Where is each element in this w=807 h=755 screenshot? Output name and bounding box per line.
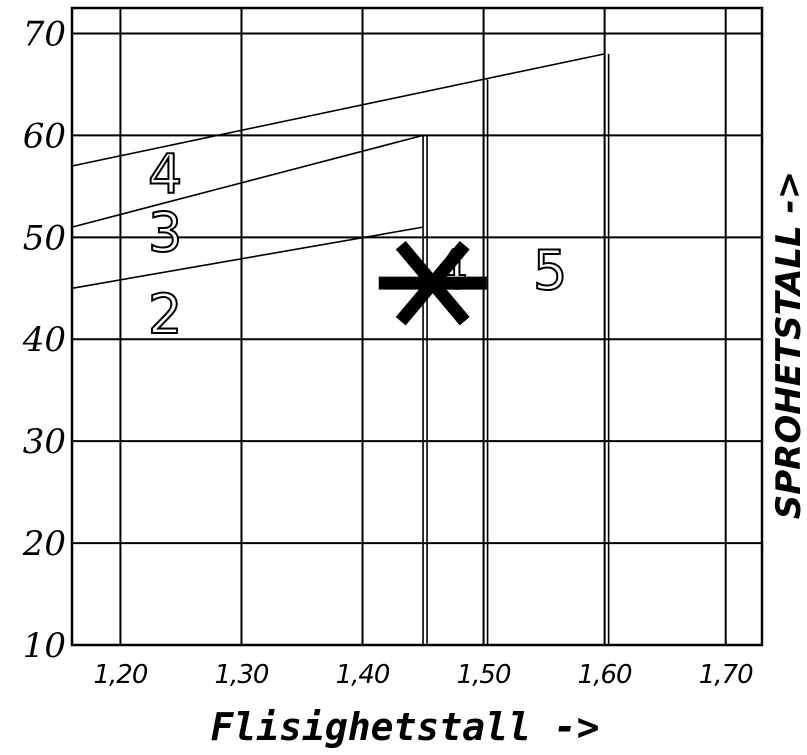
region-label: 5 [533,239,567,302]
x-axis-label: Flisighetstall -> [211,705,600,749]
region-label: 3 [148,201,182,264]
y-tick-label: 20 [22,524,66,564]
x-tick-label: 1,30 [215,660,269,690]
boundaries [71,53,610,645]
region-label: 4 [148,143,182,206]
marker [378,240,487,326]
y-tick-label: 60 [23,116,66,156]
region-labels: 23445 [147,142,568,347]
tick-labels: 1,20 1,30 1,40 1,50 1,60 1,70 10 20 30 40 50 60 70 [22,14,754,690]
x-tick-label: 1,20 [93,660,147,690]
x-marker [378,240,487,326]
x-tick-label: 1,70 [699,660,753,690]
x-tick-label: 1,40 [336,660,390,690]
y-tick-label: 10 [23,626,66,666]
x-tick-label: 1,60 [578,660,632,690]
y-tick-label: 40 [22,320,66,360]
y-tick-label: 30 [23,422,66,462]
boundary-line [71,53,605,167]
region-label: 2 [148,283,182,346]
y-axis-label: SPROHETSTALL -> [769,171,807,519]
x-tick-label: 1,50 [457,660,511,690]
y-tick-label: 50 [23,218,66,258]
boundary-line [71,134,424,228]
boundary-line [71,226,424,290]
y-tick-label: 70 [23,14,66,54]
